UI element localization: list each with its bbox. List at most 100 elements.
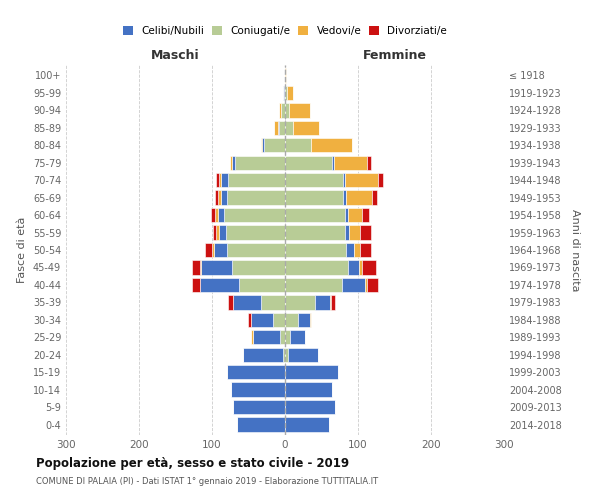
Bar [349,226,360,239]
Bar [285,243,346,257]
Bar [311,138,352,152]
Bar [343,173,345,188]
Bar [205,243,212,257]
Bar [253,330,280,344]
Bar [251,312,272,327]
Bar [329,295,331,310]
Bar [285,208,345,222]
Bar [227,190,285,205]
Bar [293,120,319,135]
Bar [285,120,293,135]
Bar [214,243,227,257]
Bar [285,312,298,327]
Bar [334,156,367,170]
Bar [345,208,348,222]
Bar [285,348,288,362]
Bar [233,295,261,310]
Bar [367,278,378,292]
Bar [378,173,383,188]
Bar [343,190,346,205]
Bar [346,243,353,257]
Bar [217,226,218,239]
Bar [284,86,285,100]
Bar [332,156,334,170]
Bar [217,173,218,188]
Bar [348,208,362,222]
Bar [226,226,285,239]
Bar [233,400,285,414]
Bar [315,295,329,310]
Bar [345,173,378,188]
Bar [279,103,281,118]
Legend: Celibi/Nubili, Coniugati/e, Vedovi/e, Divorziati/e: Celibi/Nubili, Coniugati/e, Vedovi/e, Di… [123,26,447,36]
Bar [242,348,283,362]
Bar [272,312,285,327]
Bar [218,226,226,239]
Bar [285,295,315,310]
Bar [228,173,285,188]
Bar [218,190,221,205]
Bar [262,138,264,152]
Bar [285,138,311,152]
Bar [218,173,221,188]
Y-axis label: Anni di nascita: Anni di nascita [570,209,580,291]
Bar [359,260,362,274]
Bar [224,208,285,222]
Bar [285,156,332,170]
Bar [261,138,262,152]
Bar [290,330,305,344]
Bar [285,190,343,205]
Bar [360,243,371,257]
Text: Popolazione per età, sesso e stato civile - 2019: Popolazione per età, sesso e stato civil… [36,458,349,470]
Bar [227,365,285,380]
Bar [285,260,348,274]
Bar [285,226,345,239]
Bar [248,312,251,327]
Bar [274,120,278,135]
Bar [365,278,367,292]
Bar [362,260,376,274]
Bar [285,400,335,414]
Bar [281,103,285,118]
Bar [285,418,329,432]
Bar [283,348,285,362]
Bar [331,295,335,310]
Bar [345,226,349,239]
Bar [232,156,235,170]
Bar [231,382,285,397]
Bar [285,330,290,344]
Bar [215,190,218,205]
Bar [228,295,233,310]
Bar [211,208,215,222]
Bar [261,295,285,310]
Bar [213,226,217,239]
Bar [285,382,332,397]
Bar [342,278,365,292]
Bar [237,418,285,432]
Text: Maschi: Maschi [151,50,200,62]
Bar [285,365,338,380]
Bar [289,103,310,118]
Bar [285,68,286,82]
Bar [200,260,201,274]
Text: Femmine: Femmine [362,50,427,62]
Bar [221,190,227,205]
Bar [279,120,285,135]
Bar [367,156,371,170]
Bar [192,278,200,292]
Bar [353,243,360,257]
Bar [346,190,372,205]
Text: COMUNE DI PALAIA (PI) - Dati ISTAT 1° gennaio 2019 - Elaborazione TUTTITALIA.IT: COMUNE DI PALAIA (PI) - Dati ISTAT 1° ge… [36,478,378,486]
Bar [227,243,285,257]
Bar [230,156,232,170]
Bar [285,278,342,292]
Bar [362,208,369,222]
Bar [212,243,214,257]
Bar [288,348,318,362]
Bar [298,312,310,327]
Bar [201,260,232,274]
Bar [285,103,289,118]
Bar [221,173,228,188]
Bar [218,208,224,222]
Bar [264,138,285,152]
